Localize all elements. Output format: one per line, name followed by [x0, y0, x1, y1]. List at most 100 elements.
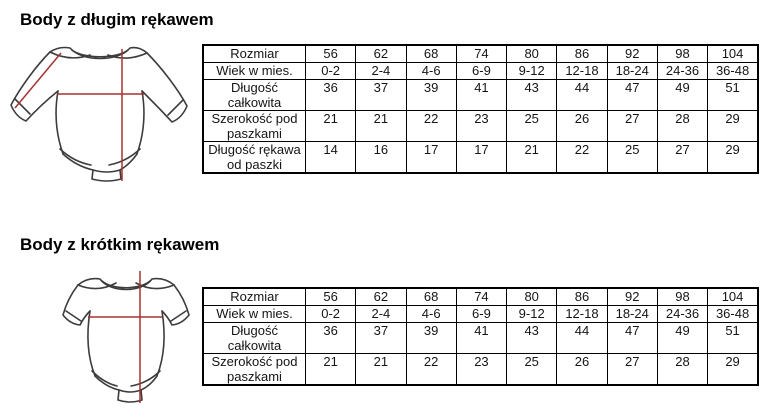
value-cell: 2-4: [355, 305, 407, 323]
table-row: Długość rękawa od paszki 14 16 17 17 21 22 25 27…: [202, 141, 759, 174]
value-cell: 80: [506, 44, 558, 63]
left-cuff: [65, 310, 82, 322]
value-cell: 25: [506, 353, 558, 386]
neckline-inner: [101, 280, 151, 289]
value-cell: 23: [455, 353, 508, 386]
value-cell: 21: [304, 110, 357, 142]
value-cell: 4-6: [405, 62, 457, 80]
neckline: [49, 46, 148, 60]
value-cell: 0-2: [304, 305, 357, 323]
value-cell: 39: [405, 79, 457, 111]
left-cuff: [14, 98, 31, 115]
value-cell: 12-18: [556, 305, 608, 323]
value-cell: 22: [405, 110, 457, 142]
value-cell: 36-48: [707, 305, 759, 323]
value-cell: 74: [455, 287, 508, 306]
envelope-flap-left: [49, 51, 91, 59]
row-label: Wiek w mies.: [202, 305, 306, 323]
left-leg-binding: [59, 148, 92, 166]
table-row: Szerokość pod paszkami 21 21 22 23 25 26 27 28 29: [202, 353, 759, 386]
value-cell: 68: [405, 287, 457, 306]
row-label: Szerokość pod paszkami: [202, 110, 306, 142]
value-cell: 0-2: [304, 62, 357, 80]
value-cell: 43: [506, 79, 558, 111]
value-cell: 17: [455, 141, 508, 174]
left-sleeve: [62, 284, 91, 326]
value-cell: 47: [606, 322, 658, 354]
value-cell: 104: [707, 287, 759, 306]
table-row: Długość całkowita 36 37 39 41 43 44 47 49 51: [202, 322, 759, 354]
value-cell: 18-24: [606, 305, 658, 323]
value-cell: 2-4: [355, 62, 407, 80]
value-cell: 27: [606, 353, 658, 386]
left-sleeve: [10, 51, 59, 122]
right-sleeve: [141, 52, 188, 123]
table-row: Długość całkowita 36 37 39 41 43 44 47 49 51: [202, 79, 759, 111]
value-cell: 56: [304, 44, 357, 63]
value-cell: 98: [656, 44, 709, 63]
value-cell: 86: [556, 287, 608, 306]
value-cell: 80: [506, 287, 558, 306]
value-cell: 43: [506, 322, 558, 354]
value-cell: 21: [355, 353, 407, 386]
size-table-short-sleeve: Rozmiar 56 62 68 74 80 86 92 98 104 Wiek w mies. 0-…: [202, 287, 759, 386]
value-cell: 4-6: [405, 305, 457, 323]
value-cell: 92: [606, 44, 658, 63]
value-cell: 92: [606, 287, 658, 306]
value-cell: 56: [304, 287, 357, 306]
value-cell: 29: [707, 110, 759, 142]
value-cell: 16: [355, 141, 407, 174]
value-cell: 23: [455, 110, 508, 142]
value-cell: 27: [656, 141, 709, 174]
value-cell: 22: [405, 353, 457, 386]
right-leg-binding: [130, 370, 161, 387]
value-cell: 36: [304, 322, 357, 354]
value-cell: 62: [355, 44, 407, 63]
table-row: Rozmiar 56 62 68 74 80 86 92 98 104: [202, 44, 759, 63]
value-cell: 21: [355, 110, 407, 142]
value-cell: 29: [707, 353, 759, 386]
value-cell: 44: [556, 79, 608, 111]
bottom-legs-and-flap: [94, 375, 158, 403]
value-cell: 21: [304, 353, 357, 386]
section-title-short-sleeve: Body z krótkim rękawem: [20, 235, 220, 254]
value-cell: 68: [405, 44, 457, 63]
value-cell: 49: [656, 79, 709, 111]
row-label: Długość rękawa od paszki: [202, 141, 306, 174]
flap-top-edge: [118, 389, 142, 393]
value-cell: 37: [355, 322, 407, 354]
value-cell: 37: [355, 79, 407, 111]
table-row: Rozmiar 56 62 68 74 80 86 92 98 104: [202, 287, 759, 306]
value-cell: 62: [355, 287, 407, 306]
value-cell: 51: [707, 322, 759, 354]
value-cell: 17: [405, 141, 457, 174]
envelope-flap-right: [135, 282, 175, 290]
value-cell: 9-12: [506, 305, 558, 323]
row-label: Wiek w mies.: [202, 62, 306, 80]
value-cell: 9-12: [506, 62, 558, 80]
row-label: Długość całkowita: [202, 79, 306, 111]
table-row: Wiek w mies. 0-2 2-4 4-6 6-9 9-12 12-18 18-24 24…: [202, 62, 759, 80]
value-cell: 27: [606, 110, 658, 142]
torso-right-side: [136, 90, 145, 155]
value-cell: 6-9: [455, 305, 508, 323]
value-cell: 74: [455, 44, 508, 63]
long-sleeve-bodysuit-drawing: [10, 46, 188, 182]
value-cell: 24-36: [656, 305, 709, 323]
table-row: Wiek w mies. 0-2 2-4 4-6 6-9 9-12 12-18 18-24 24…: [202, 305, 759, 323]
flap-top-edge: [92, 169, 121, 173]
value-cell: 41: [455, 79, 508, 111]
neckline-inner: [71, 49, 129, 58]
value-cell: 22: [556, 141, 608, 174]
row-label: Długość całkowita: [202, 322, 306, 354]
envelope-flap-right: [107, 52, 148, 59]
value-cell: 25: [606, 141, 658, 174]
value-cell: 28: [656, 353, 709, 386]
right-cuff: [170, 310, 187, 322]
torso-left-side: [87, 310, 96, 377]
sleeve-length-line: [14, 52, 62, 109]
value-cell: 98: [656, 287, 709, 306]
torso-left-side: [55, 90, 64, 155]
value-cell: 104: [707, 44, 759, 63]
value-cell: 47: [606, 79, 658, 111]
